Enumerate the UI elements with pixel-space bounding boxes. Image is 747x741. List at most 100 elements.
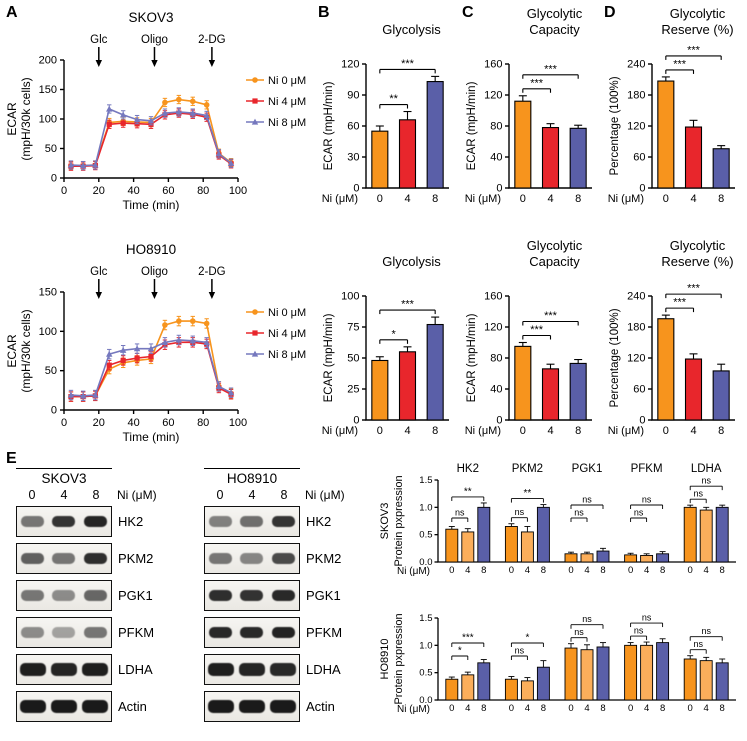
svg-text:Ni (μM): Ni (μM) bbox=[397, 704, 430, 715]
blot-lane-label: 8 bbox=[280, 488, 288, 502]
svg-text:8: 8 bbox=[718, 425, 724, 437]
svg-text:***: *** bbox=[687, 283, 701, 295]
protein-band bbox=[238, 700, 265, 713]
blot-lane-label: 4 bbox=[248, 488, 256, 502]
svg-text:4: 4 bbox=[644, 703, 649, 714]
svg-text:0: 0 bbox=[520, 193, 526, 205]
svg-text:200: 200 bbox=[39, 55, 57, 67]
blot-protein-label: PKM2 bbox=[306, 551, 342, 566]
svg-text:4: 4 bbox=[525, 565, 530, 576]
svg-text:100: 100 bbox=[229, 417, 247, 429]
svg-text:4: 4 bbox=[644, 565, 649, 576]
protein-band bbox=[50, 700, 77, 713]
svg-text:120: 120 bbox=[341, 59, 359, 71]
svg-text:4: 4 bbox=[690, 425, 696, 437]
svg-text:ECAR (mpH/min): ECAR (mpH/min) bbox=[466, 313, 478, 402]
blot-protein-label: PFKM bbox=[306, 625, 343, 640]
svg-text:SKOV3: SKOV3 bbox=[379, 503, 391, 540]
protein-band bbox=[209, 516, 233, 527]
blot-protein-label: LDHA bbox=[118, 662, 153, 677]
svg-text:Glycolysis: Glycolysis bbox=[382, 22, 441, 37]
blot-band-box bbox=[204, 654, 300, 685]
svg-text:Ni (μM): Ni (μM) bbox=[397, 566, 430, 577]
svg-text:2-DG: 2-DG bbox=[198, 266, 226, 278]
svg-text:8: 8 bbox=[575, 193, 581, 205]
svg-text:100: 100 bbox=[341, 291, 359, 303]
svg-text:4: 4 bbox=[465, 703, 470, 714]
panel-label-e: E bbox=[6, 450, 17, 467]
svg-text:***: *** bbox=[673, 297, 687, 309]
svg-text:0: 0 bbox=[663, 193, 669, 205]
blot-cell-line-label: HO8910 bbox=[204, 468, 300, 486]
protein-band bbox=[52, 627, 76, 638]
protein-band bbox=[83, 516, 107, 527]
protein-band bbox=[82, 663, 109, 676]
svg-text:(mpH/30k cells): (mpH/30k cells) bbox=[19, 309, 33, 392]
blot-band-box bbox=[16, 506, 112, 537]
blot-lane-labels: 0 4 8 Ni (μM) bbox=[16, 488, 157, 502]
svg-text:0: 0 bbox=[377, 193, 383, 205]
svg-text:4: 4 bbox=[584, 565, 589, 576]
svg-text:0: 0 bbox=[449, 703, 454, 714]
svg-text:ns: ns bbox=[455, 508, 465, 518]
svg-text:HO8910: HO8910 bbox=[126, 242, 176, 257]
svg-text:Ni 0 μM: Ni 0 μM bbox=[268, 307, 306, 319]
protein-band bbox=[209, 590, 233, 601]
blot-band-box bbox=[204, 543, 300, 574]
blot-row-actin: Actin bbox=[16, 691, 188, 722]
svg-text:8: 8 bbox=[481, 703, 486, 714]
svg-text:HO8910: HO8910 bbox=[379, 639, 391, 680]
svg-text:*: * bbox=[392, 328, 397, 340]
blot-row-hk2: HK2 bbox=[204, 506, 376, 537]
svg-text:4: 4 bbox=[690, 193, 696, 205]
protein-band bbox=[82, 700, 109, 713]
protein-band bbox=[270, 700, 297, 713]
svg-text:80: 80 bbox=[197, 417, 209, 429]
svg-text:0: 0 bbox=[688, 703, 693, 714]
svg-text:120: 120 bbox=[627, 353, 645, 365]
svg-text:0: 0 bbox=[51, 405, 57, 417]
blot-lane-label: 4 bbox=[60, 488, 68, 502]
blot-lane-label: 8 bbox=[92, 488, 100, 502]
svg-text:*: * bbox=[458, 646, 462, 657]
blot-protein-label: PKM2 bbox=[118, 551, 154, 566]
svg-text:PGK1: PGK1 bbox=[572, 463, 603, 475]
protein-band bbox=[209, 627, 233, 638]
svg-text:25: 25 bbox=[347, 384, 359, 396]
svg-text:0: 0 bbox=[639, 415, 645, 427]
blot-row-hk2: HK2 bbox=[16, 506, 188, 537]
blot-band-box bbox=[16, 617, 112, 648]
svg-text:***: *** bbox=[401, 58, 415, 70]
svg-text:8: 8 bbox=[541, 703, 546, 714]
svg-text:8: 8 bbox=[660, 565, 665, 576]
svg-text:Percentage (100%): Percentage (100%) bbox=[609, 76, 621, 175]
svg-text:8: 8 bbox=[720, 565, 725, 576]
protein-band bbox=[240, 627, 264, 638]
svg-text:80: 80 bbox=[490, 353, 502, 365]
svg-text:Glc: Glc bbox=[90, 34, 108, 46]
svg-text:ns: ns bbox=[515, 507, 525, 517]
protein-band bbox=[240, 590, 264, 601]
svg-text:150: 150 bbox=[39, 84, 57, 96]
svg-text:0: 0 bbox=[688, 565, 693, 576]
svg-text:ns: ns bbox=[574, 627, 584, 637]
svg-text:0: 0 bbox=[663, 425, 669, 437]
panel-label-c: C bbox=[462, 4, 474, 21]
svg-text:120: 120 bbox=[627, 121, 645, 133]
svg-text:60: 60 bbox=[162, 185, 174, 197]
blot-lane-unit: Ni (μM) bbox=[117, 488, 157, 502]
svg-text:240: 240 bbox=[627, 291, 645, 303]
blot-band-box bbox=[16, 580, 112, 611]
blot-row-pkm2: PKM2 bbox=[16, 543, 188, 574]
svg-text:Ni (μM): Ni (μM) bbox=[608, 425, 644, 437]
svg-text:120: 120 bbox=[484, 90, 502, 102]
svg-text:80: 80 bbox=[197, 185, 209, 197]
blot-band-box bbox=[16, 691, 112, 722]
svg-text:40: 40 bbox=[127, 185, 139, 197]
svg-text:8: 8 bbox=[660, 703, 665, 714]
protein-band bbox=[240, 553, 264, 564]
svg-text:Glycolytic: Glycolytic bbox=[527, 238, 583, 253]
protein-band bbox=[52, 516, 76, 527]
